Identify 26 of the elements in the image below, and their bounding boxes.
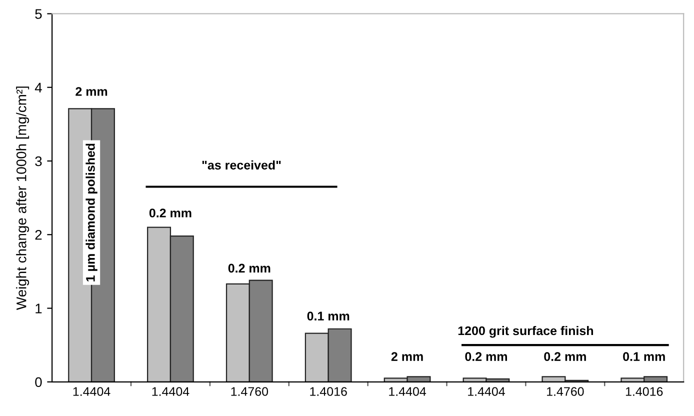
y-tick-label: 3 [35,156,42,166]
annotation: 0.2 mm [149,208,192,218]
x-tick-label: 1.4016 [310,387,347,396]
y-tick-label: 2 [35,230,42,240]
x-tick-label: 1.4760 [547,387,584,396]
y-tick-label: 5 [35,9,42,19]
annotation: 1 µm diamond polished [86,144,98,282]
annotation: "as received" [202,160,281,170]
x-tick-label: 1.4404 [73,387,110,396]
x-tick-label: 1.4016 [626,387,663,396]
y-tick-label: 4 [34,82,42,92]
x-tick-label: 1.4404 [152,387,190,396]
annotation: 0.1 mm [623,352,665,362]
annotation: 2 mm [76,87,108,96]
annotation: 0.2 mm [465,352,507,362]
annotation: 0.1 mm [307,312,350,321]
x-tick-label: 1.4404 [389,387,426,396]
y-axis-title: Weight change after 1000h [mg/cm²] [16,86,30,310]
y-tick-label: 1 [36,304,42,314]
annotation: 0.2 mm [544,352,586,362]
annotation: 0.2 mm [228,264,270,273]
y-tick-label: 0 [35,377,42,388]
annotation: 1200 grit surface finish [458,326,594,338]
x-tick-label: 1.4404 [468,387,505,396]
annotation: 2 mm [391,352,423,361]
x-tick-label: 1.4760 [231,387,268,396]
